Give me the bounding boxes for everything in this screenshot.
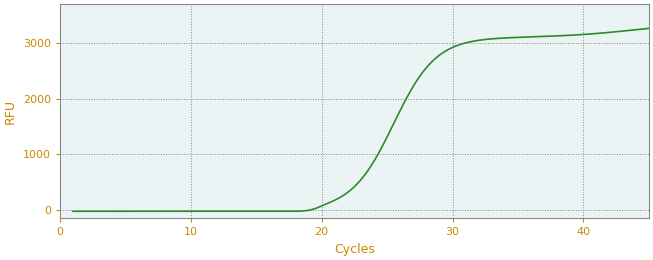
Y-axis label: RFU: RFU	[4, 99, 17, 124]
X-axis label: Cycles: Cycles	[334, 243, 375, 256]
